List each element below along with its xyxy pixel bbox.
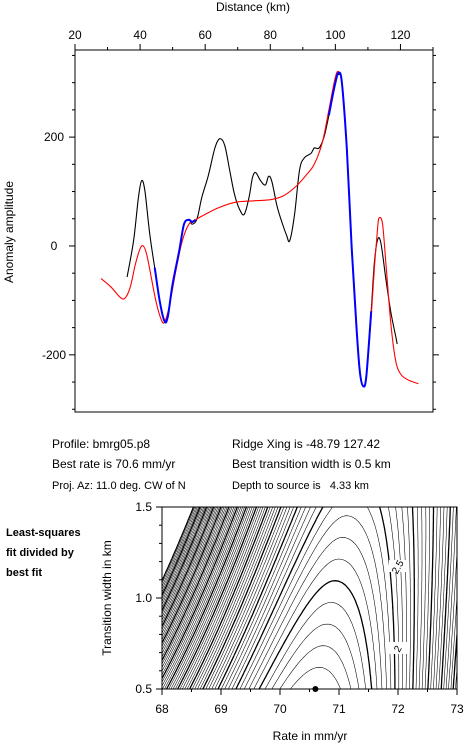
y-tick-label: 200 [44, 130, 64, 144]
misfit-contour [162, 507, 206, 608]
misfit-contour [214, 507, 419, 689]
best-rate-label: Best rate is 70.6 mm/yr [52, 457, 175, 471]
contour-x-tick-label: 72 [391, 702, 405, 716]
contour-label: 2 [392, 644, 405, 655]
x-tick-label: 60 [199, 28, 213, 42]
x-axis-title: Distance (km) [216, 0, 290, 14]
misfit-contour [179, 507, 457, 689]
x-tick-label: 120 [390, 28, 410, 42]
contour-y-axis-title: Transition width in km [100, 540, 114, 656]
misfit-contour [162, 507, 240, 683]
misfit-contour [166, 507, 248, 689]
misfit-contour [162, 507, 220, 640]
misfit-contour [191, 507, 448, 689]
misfit-contour [175, 507, 457, 689]
contour-y-tick-label: 1.0 [135, 591, 152, 605]
misfit-contour [243, 515, 387, 689]
misfit-contour [264, 602, 366, 689]
misfit-contour [162, 507, 222, 644]
misfit-contour [224, 507, 407, 689]
contour-x-tick-label: 69 [214, 702, 228, 716]
contour-label-bg [389, 641, 407, 654]
misfit-contour [189, 507, 451, 689]
misfit-contour [172, 507, 253, 689]
anomaly-plot-frame [74, 49, 434, 413]
anomaly-chart: 20 40 60 80 100 120 -200 0 200 Distance (km) Ano… [2, 0, 439, 413]
misfit-contour [162, 507, 223, 647]
caption-line-2: fit divided by [6, 547, 75, 559]
contour-y-tick-label: 1.5 [135, 500, 152, 514]
misfit-contour [186, 507, 454, 689]
source-depth-label: Depth to source is 4.33 km [232, 480, 369, 492]
misfit-contour [271, 623, 360, 689]
misfit-contour [248, 537, 383, 689]
x-tick-label: 20 [68, 28, 82, 42]
x-tick-label: 100 [325, 28, 345, 42]
contour-label-bg [389, 560, 407, 573]
y-tick-label: 0 [51, 239, 58, 253]
x-tick-label: 40 [133, 28, 147, 42]
caption-line-3: best fit [6, 567, 42, 579]
fit-summary: Profile: bmrg05.p8 Best rate is 70.6 mm/… [52, 437, 391, 492]
misfit-contour [253, 558, 378, 689]
caption-line-1: Least-squares [6, 527, 81, 539]
x-tick-label: 80 [264, 28, 278, 42]
contour-caption: Least-squares fit divided by best fit [6, 527, 81, 579]
best-fit-marker [312, 686, 319, 692]
misfit-contour [221, 507, 411, 689]
misfit-contour [205, 507, 430, 689]
misfit-contour [170, 507, 251, 689]
misfit-contour [164, 507, 245, 689]
y-axis-title: Anomaly amplitude [2, 181, 16, 283]
fit-anomaly-line [327, 71, 373, 388]
projection-azimuth-label: Proj. Az: 11.0 deg. CW of N [52, 480, 186, 492]
misfit-contour [162, 507, 230, 661]
misfit-contour [162, 507, 242, 687]
misfit-contour [177, 507, 457, 689]
misfit-contour [208, 507, 427, 689]
misfit-contour [228, 507, 403, 689]
misfit-contour [217, 507, 415, 689]
misfit-contour [290, 667, 341, 689]
misfit-contour [162, 507, 233, 668]
model-anomaly-line [100, 70, 419, 388]
fit-anomaly-line [153, 218, 197, 324]
contour-x-tick-label: 71 [332, 702, 346, 716]
misfit-contour [182, 507, 457, 689]
ridge-crossing-label: Ridge Xing is -48.79 127.42 [232, 437, 380, 451]
misfit-contour [199, 507, 438, 689]
contour-x-tick-label: 70 [273, 702, 287, 716]
misfit-contour [279, 645, 352, 689]
contour-y-tick-label: 0.5 [135, 682, 152, 696]
misfit-contour [202, 507, 435, 689]
profile-label: Profile: bmrg05.p8 [52, 437, 150, 451]
transition-width-label: Best transition width is 0.5 km [232, 457, 391, 471]
misfit-contour [258, 580, 373, 689]
misfit-contour-chart: 2.52 68 69 70 71 72 730.51.01.5 Rate in mm/yr… [100, 500, 464, 743]
misfit-contour [211, 507, 423, 689]
misfit-contour [197, 507, 441, 689]
misfit-contour [162, 507, 205, 605]
contour-x-tick-label: 68 [155, 702, 169, 716]
y-tick-label: -200 [42, 348, 66, 362]
misfit-contour [162, 507, 243, 689]
misfit-contour [162, 507, 231, 665]
contour-x-tick-label: 73 [450, 702, 464, 716]
misfit-contour [168, 507, 249, 689]
misfit-contour [184, 507, 457, 689]
contour-x-axis-title: Rate in mm/yr [273, 729, 348, 743]
